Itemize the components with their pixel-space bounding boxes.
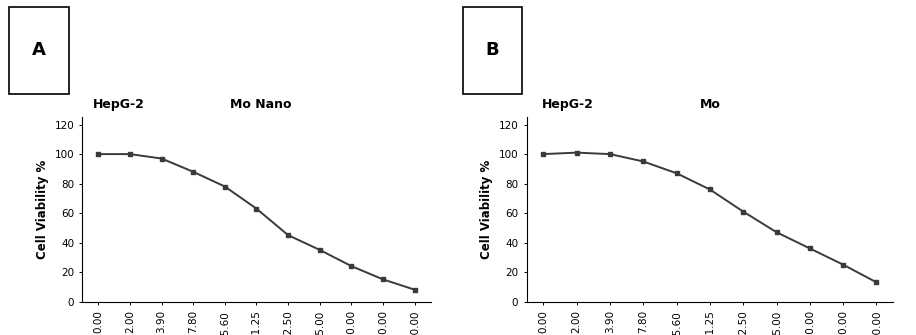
Text: HepG-2: HepG-2 <box>542 97 594 111</box>
Y-axis label: Cell Viability %: Cell Viability % <box>36 160 49 259</box>
Text: HepG-2: HepG-2 <box>93 97 145 111</box>
Text: Mo: Mo <box>700 97 720 111</box>
Text: Mo Nano: Mo Nano <box>230 97 292 111</box>
Text: A: A <box>32 41 46 59</box>
Y-axis label: Cell Viability %: Cell Viability % <box>480 160 493 259</box>
Text: B: B <box>485 41 499 59</box>
